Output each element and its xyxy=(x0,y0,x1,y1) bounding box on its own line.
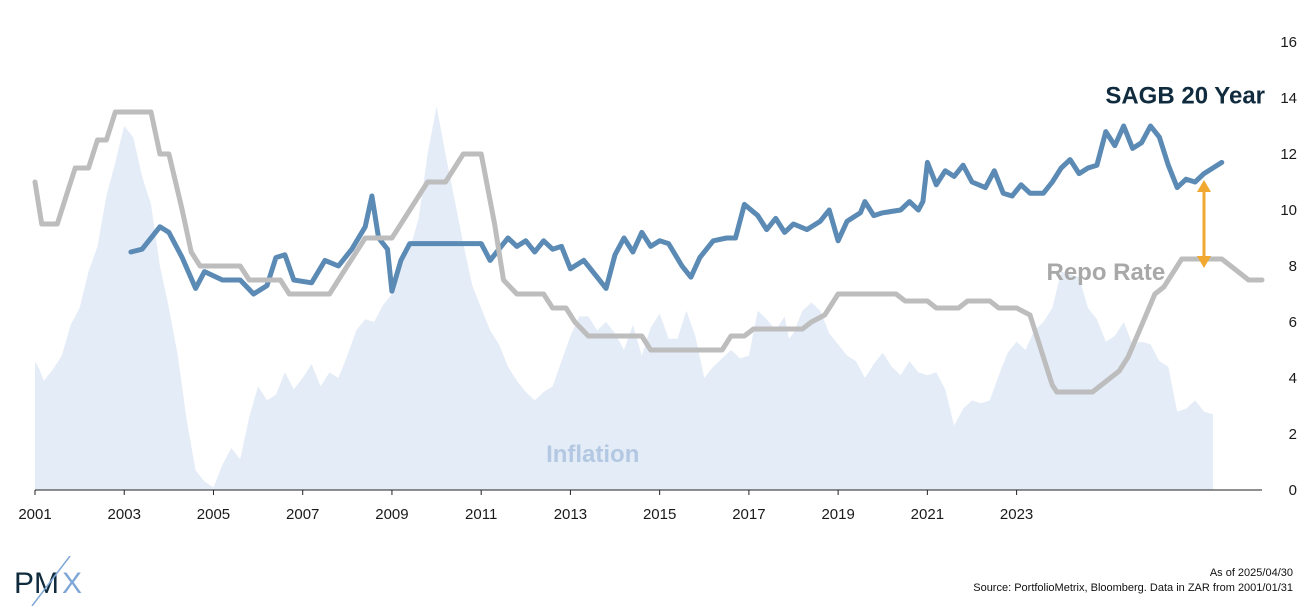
series-repo-rate xyxy=(32,109,1265,395)
x-tick-label: 2009 xyxy=(375,506,408,523)
spread-arrow-head-up xyxy=(1196,180,1211,192)
x-tick-label: 2005 xyxy=(197,506,230,523)
x-tick-label: 2013 xyxy=(554,506,587,523)
y-tick-label: 0 xyxy=(1289,482,1297,499)
y-tick-label: 14 xyxy=(1280,90,1297,107)
x-tick-label: 2021 xyxy=(911,506,944,523)
y-tick-label: 16 xyxy=(1280,34,1297,51)
y-tick-label: 8 xyxy=(1289,258,1297,275)
x-tick-label: 2015 xyxy=(643,506,676,523)
y-tick-label: 4 xyxy=(1289,370,1297,387)
annotation-inflation: Inflation xyxy=(546,441,639,468)
x-tick-label: 2019 xyxy=(821,506,854,523)
svg-text:P: P xyxy=(14,567,34,600)
annotation-repo-rate: Repo Rate xyxy=(1046,259,1165,286)
y-tick-label: 12 xyxy=(1280,146,1297,163)
spread-arrow-head-down xyxy=(1196,256,1211,268)
annotation-sagb-20-year: SAGB 20 Year xyxy=(1105,83,1265,110)
y-tick-label: 6 xyxy=(1289,314,1297,331)
x-tick-label: 2017 xyxy=(732,506,765,523)
x-tick-label: 2001 xyxy=(18,506,51,523)
svg-text:M: M xyxy=(34,567,59,600)
y-tick-label: 10 xyxy=(1280,202,1297,219)
source-note: Source: PortfolioMetrix, Bloomberg. Data… xyxy=(973,582,1293,594)
x-tick-label: 2007 xyxy=(286,506,319,523)
series-sagb-20-year xyxy=(128,123,1225,297)
pmx-logo: P M X xyxy=(12,555,92,611)
as-of-date: As of 2025/04/30 xyxy=(1209,567,1293,579)
series-inflation-area xyxy=(35,106,1213,491)
x-tick-label: 2011 xyxy=(465,506,497,523)
x-tick-label: 2003 xyxy=(108,506,141,523)
x-tick-label: 2023 xyxy=(1000,506,1033,523)
y-tick-label: 2 xyxy=(1289,426,1297,443)
svg-text:X: X xyxy=(62,567,82,600)
